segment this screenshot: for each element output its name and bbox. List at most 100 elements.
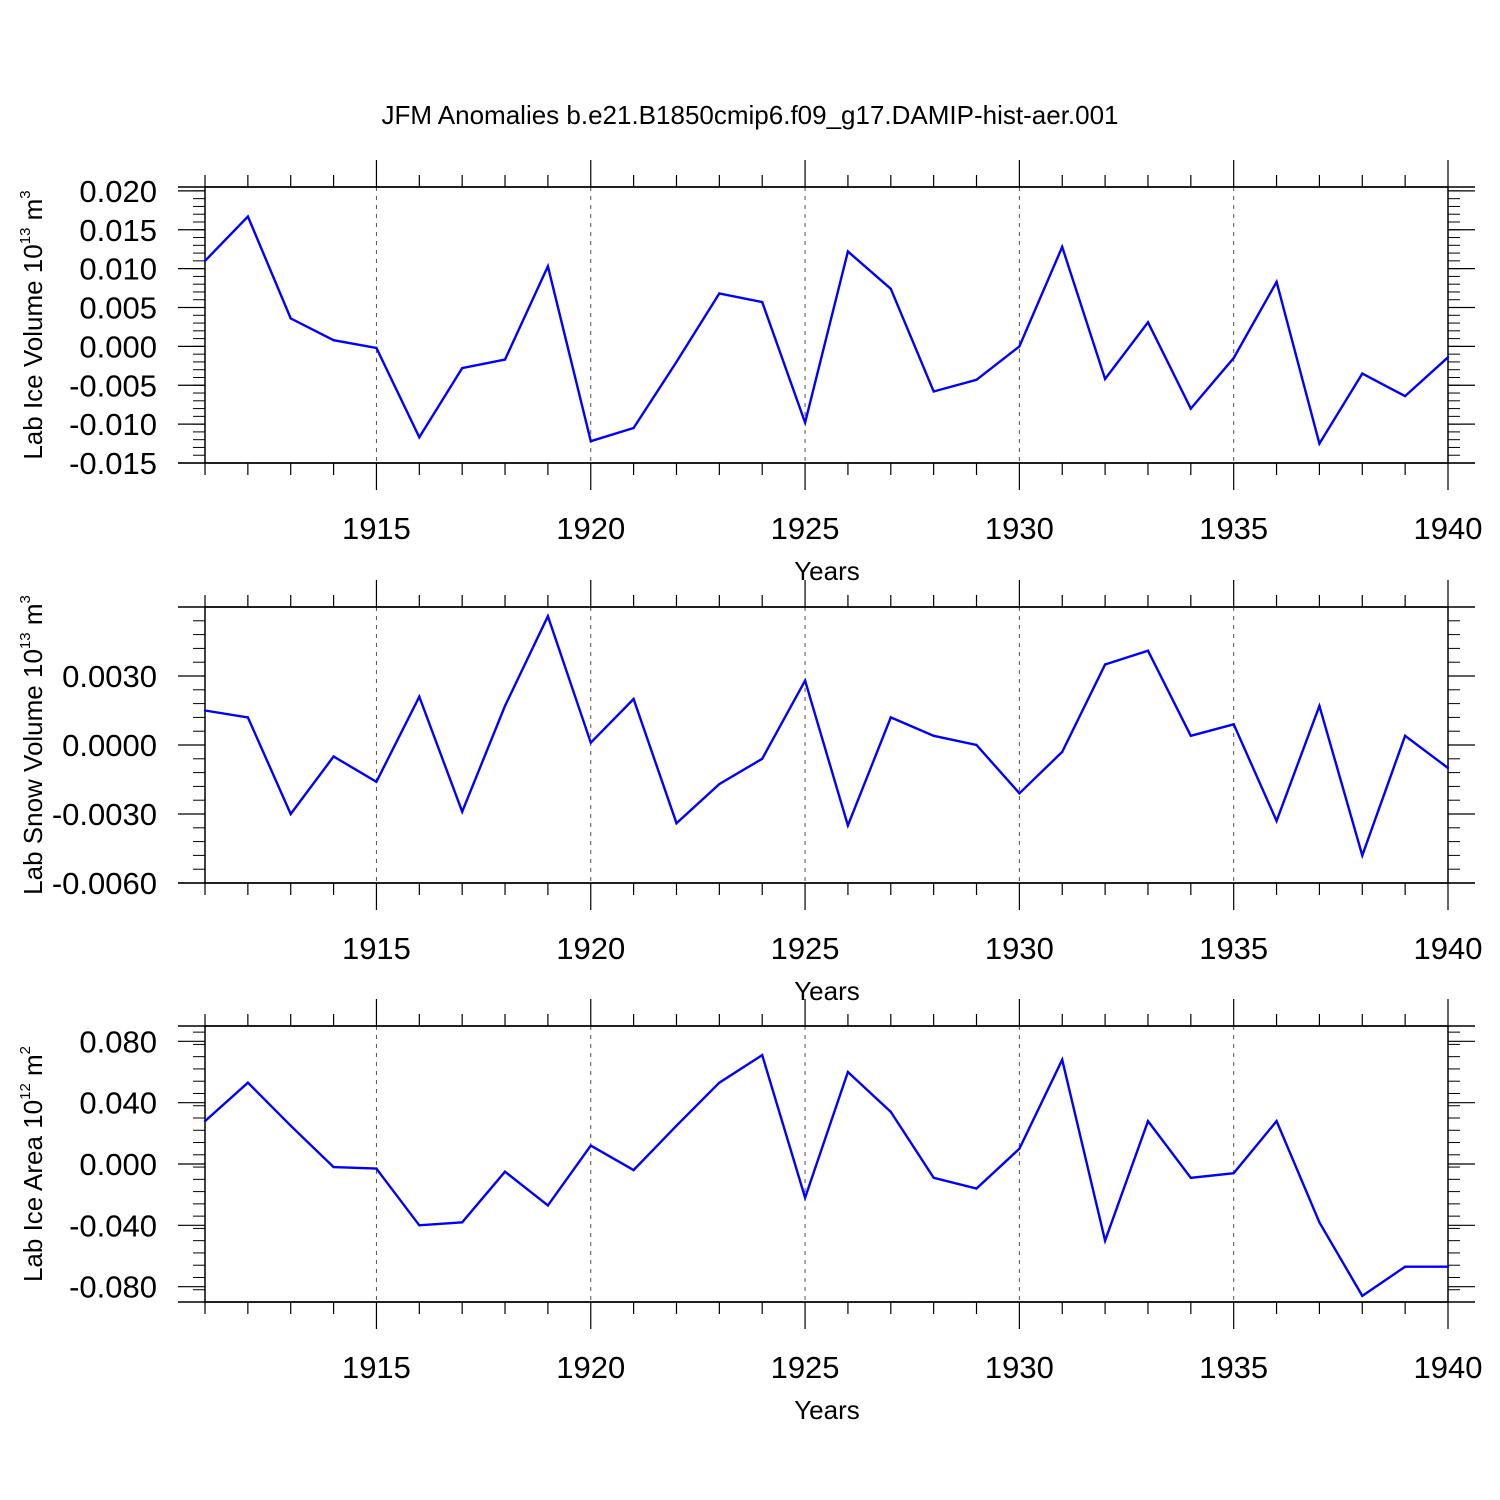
data-point bbox=[289, 1124, 292, 1127]
data-point bbox=[1061, 1058, 1064, 1061]
data-point bbox=[246, 215, 250, 218]
data-point bbox=[1232, 356, 1235, 360]
data-point bbox=[1061, 245, 1064, 249]
y-tick-label: 0.000 bbox=[79, 1147, 157, 1182]
x-tick-label: 1940 bbox=[1414, 511, 1483, 546]
data-point bbox=[1403, 394, 1407, 398]
data-point bbox=[1103, 377, 1107, 381]
series-line bbox=[204, 214, 1449, 447]
data-point bbox=[503, 704, 507, 708]
data-point bbox=[589, 1144, 592, 1147]
data-point bbox=[1403, 734, 1407, 737]
data-point bbox=[975, 1187, 978, 1190]
data-point bbox=[375, 346, 378, 350]
plot-frame bbox=[204, 606, 1449, 884]
series-line bbox=[204, 613, 1449, 860]
x-tick-label: 1930 bbox=[985, 931, 1054, 966]
data-point bbox=[761, 300, 764, 304]
y-axis-label: Lab Ice Volume 1013 m3 bbox=[17, 190, 48, 459]
data-point bbox=[1103, 1239, 1107, 1242]
data-point bbox=[975, 378, 978, 382]
data-point bbox=[332, 755, 335, 758]
data-point bbox=[1232, 1172, 1235, 1175]
data-point bbox=[1403, 1265, 1407, 1268]
data-point bbox=[589, 741, 592, 744]
data-point bbox=[1361, 854, 1364, 857]
data-point bbox=[1275, 819, 1278, 823]
data-point bbox=[460, 366, 464, 370]
data-point bbox=[203, 709, 207, 712]
y-tick-label: 0.010 bbox=[79, 252, 157, 287]
data-point bbox=[375, 780, 378, 783]
y-tick-label: 0.020 bbox=[79, 174, 157, 209]
data-point bbox=[1103, 663, 1107, 666]
data-point bbox=[503, 358, 507, 361]
data-point bbox=[632, 697, 635, 701]
x-axis-label: Years bbox=[794, 556, 860, 586]
data-point bbox=[503, 1170, 507, 1173]
data-point bbox=[1446, 1265, 1450, 1268]
y-tick-label: -0.015 bbox=[69, 446, 157, 481]
data-point bbox=[889, 716, 892, 719]
data-point bbox=[632, 426, 635, 430]
y-tick-label: 0.0030 bbox=[62, 659, 157, 694]
panel-2: 0.0030 0.0000 -0.0030 -0.0060 1915 1920 1925 19… bbox=[17, 580, 1482, 1006]
data-point bbox=[932, 390, 935, 393]
data-point bbox=[546, 265, 550, 268]
x-tick-label: 1940 bbox=[1414, 931, 1483, 966]
data-point bbox=[675, 822, 678, 825]
x-tick-label: 1940 bbox=[1414, 1350, 1483, 1385]
x-tick-label: 1925 bbox=[771, 511, 840, 546]
x-tick-label: 1935 bbox=[1199, 511, 1268, 546]
data-point bbox=[1232, 723, 1235, 726]
data-point bbox=[761, 1053, 764, 1057]
data-point bbox=[289, 317, 292, 320]
y-tick-label: -0.0030 bbox=[52, 797, 157, 832]
data-point bbox=[546, 615, 550, 618]
plot-frame bbox=[204, 186, 1449, 464]
data-point bbox=[332, 338, 335, 342]
data-point bbox=[1446, 766, 1450, 770]
data-point bbox=[1189, 734, 1193, 737]
x-tick-label: 1925 bbox=[771, 931, 840, 966]
x-tick-label: 1930 bbox=[985, 1350, 1054, 1385]
data-point bbox=[1275, 280, 1278, 284]
x-tick-label: 1915 bbox=[342, 1350, 411, 1385]
data-point bbox=[675, 1124, 678, 1127]
x-tick-label: 1915 bbox=[342, 511, 411, 546]
y-tick-label: 0.040 bbox=[79, 1086, 157, 1121]
y-tick-label: 0.005 bbox=[79, 291, 157, 326]
data-point bbox=[1018, 792, 1021, 795]
y-tick-label: -0.080 bbox=[69, 1270, 157, 1305]
data-point bbox=[1018, 1147, 1021, 1150]
data-point bbox=[332, 1165, 335, 1169]
data-point bbox=[1361, 372, 1364, 375]
data-point bbox=[460, 1221, 464, 1224]
x-axis-label: Years bbox=[794, 976, 860, 1006]
data-point bbox=[1061, 750, 1064, 754]
data-point bbox=[1189, 1176, 1193, 1180]
y-tick-label: -0.040 bbox=[69, 1208, 157, 1243]
data-point bbox=[846, 250, 850, 253]
data-point bbox=[418, 695, 421, 698]
data-point bbox=[460, 810, 464, 813]
y-tick-label: 0.0000 bbox=[62, 728, 157, 763]
x-tick-label: 1935 bbox=[1199, 931, 1268, 966]
data-point bbox=[1146, 649, 1150, 652]
panels-group: 0.0200.0150.0100.0050.000-0.005-0.010-0.… bbox=[17, 160, 1482, 1425]
x-tick-label: 1925 bbox=[771, 1350, 840, 1385]
panel-3: 0.080 0.040 0.000 -0.040 -0.080 1915 1920 1925 1… bbox=[17, 999, 1482, 1425]
data-point bbox=[418, 1224, 421, 1227]
data-point bbox=[1146, 1119, 1150, 1123]
data-point bbox=[203, 259, 207, 263]
data-point bbox=[375, 1167, 378, 1170]
y-axis-label: Lab Snow Volume 1013 m3 bbox=[17, 595, 48, 895]
data-point bbox=[1446, 356, 1450, 359]
y-tick-label: 0.080 bbox=[79, 1024, 157, 1059]
data-point bbox=[1318, 1221, 1321, 1224]
data-point bbox=[803, 421, 807, 424]
y-axis-label: Lab Ice Area 1012 m2 bbox=[17, 1046, 48, 1282]
data-point bbox=[1018, 345, 1021, 348]
